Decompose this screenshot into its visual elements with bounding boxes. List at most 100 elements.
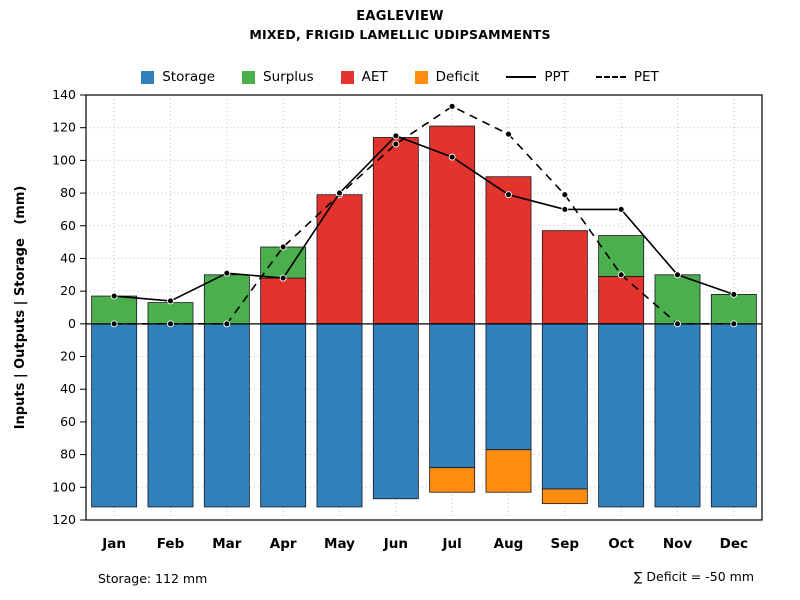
bar-surplus (203, 274, 250, 325)
y-tick-label: 60 (60, 414, 76, 429)
ppt-line-point (674, 271, 681, 279)
bar-surplus (91, 295, 138, 325)
pet-line-point (448, 102, 456, 110)
bar-surplus (710, 294, 757, 325)
pet-line-point (392, 140, 400, 148)
pet-line-point (561, 191, 569, 199)
pet-line-point (617, 271, 625, 279)
bar-aet (372, 137, 419, 325)
x-tick-label: Dec (720, 536, 748, 552)
pet-line-point (223, 320, 231, 328)
legend-label-deficit: Deficit (435, 69, 480, 85)
pet-line-point (730, 320, 738, 328)
legend-label-ppt: PPT (544, 69, 569, 85)
y-tick-label: 0 (68, 316, 76, 331)
x-tick-label: Apr (270, 536, 297, 552)
deficit-total-annotation: ∑ Deficit = -50 mm (634, 569, 754, 584)
ppt-line-point (561, 205, 569, 213)
plot-border (85, 94, 763, 521)
bar-storage (372, 323, 419, 500)
ppt-line-point (617, 205, 625, 213)
bar-aet (260, 277, 307, 325)
pet-line-point (167, 320, 174, 328)
ppt-line-point (167, 297, 174, 305)
legend-item-pet: PET (595, 69, 659, 85)
bar-storage (91, 323, 138, 508)
bar-aet (316, 194, 363, 325)
surplus-swatch-icon (242, 70, 256, 84)
bar-surplus (260, 246, 307, 279)
ppt-solid-line-icon (506, 76, 537, 78)
y-tick-label: 120 (52, 120, 76, 135)
x-tick-label: Mar (212, 536, 242, 552)
pet-line-point (505, 130, 512, 138)
bar-storage (429, 323, 476, 469)
bar-surplus (654, 274, 701, 325)
y-tick-label: 100 (52, 479, 76, 494)
x-tick-label: Aug (494, 536, 524, 552)
storage-total-annotation: Storage: 112 mm (98, 571, 208, 586)
bar-storage (260, 323, 307, 508)
bar-storage (203, 323, 250, 508)
bar-deficit (541, 488, 588, 505)
ppt-line-point (110, 292, 118, 300)
bar-storage (316, 323, 363, 508)
x-tick-label: Nov (663, 536, 693, 552)
chart-title: EAGLEVIEW (356, 9, 444, 24)
y-axis: 120 100 80 60 40 20 0 20 40 60 80 100 120 140 (52, 87, 86, 527)
legend-label-surplus: Surplus (263, 69, 314, 85)
y-tick-label: 100 (52, 152, 76, 167)
legend-item-ppt: PPT (506, 69, 569, 85)
y-tick-label: 80 (60, 447, 76, 462)
legend-label-aet: AET (361, 69, 388, 85)
y-tick-label: 40 (60, 381, 76, 396)
pet-line-point (279, 243, 287, 251)
pet-line-point (674, 320, 681, 328)
bar-storage (541, 323, 588, 490)
bar-storage (710, 323, 757, 508)
aet-swatch-icon (340, 70, 354, 84)
legend-label-pet: PET (633, 69, 659, 85)
x-tick-label: Sep (551, 536, 580, 552)
bar-storage (598, 323, 645, 508)
x-axis: Jan Feb Mar Apr May Jun Jul Aug Sep Oct Nov Dec (101, 536, 748, 552)
bar-aet (541, 230, 588, 325)
bar-deficit (429, 467, 476, 493)
x-tick-label: Jun (383, 536, 408, 552)
ppt-line-point (392, 132, 400, 140)
legend-item-aet: AET (340, 69, 388, 85)
bar-storage (654, 323, 701, 508)
bar-storage (147, 323, 194, 508)
chart-subtitle: MIXED, FRIGID LAMELLIC UDIPSAMMENTS (249, 27, 551, 42)
legend-item-deficit: Deficit (414, 69, 480, 85)
bar-aet (598, 276, 645, 325)
bar-surplus (598, 235, 645, 277)
y-tick-label: 60 (60, 218, 76, 233)
ppt-line (110, 132, 738, 305)
bars (91, 125, 757, 508)
x-tick-label: Oct (608, 536, 634, 552)
ppt-line-point (448, 153, 456, 161)
storage-swatch-icon (141, 70, 155, 84)
ppt-line-point (279, 274, 287, 282)
y-tick-label: 20 (60, 283, 76, 298)
y-tick-label: 140 (52, 87, 76, 102)
legend-item-surplus: Surplus (242, 69, 314, 85)
x-tick-label: May (324, 536, 355, 552)
x-tick-label: Jan (101, 536, 126, 552)
y-tick-label: 40 (60, 250, 76, 265)
pet-line-point (110, 320, 118, 328)
y-tick-label: 80 (60, 185, 76, 200)
x-tick-label: Feb (157, 536, 185, 552)
bar-deficit (485, 449, 532, 493)
ppt-line-point (223, 269, 231, 277)
y-tick-label: 120 (52, 512, 76, 527)
y-tick-label: 20 (60, 349, 76, 364)
ppt-line-point (505, 191, 512, 199)
deficit-swatch-icon (414, 70, 428, 84)
bar-storage (485, 323, 532, 451)
pet-dashed-line-icon (595, 76, 626, 78)
legend-label-storage: Storage (162, 69, 216, 85)
